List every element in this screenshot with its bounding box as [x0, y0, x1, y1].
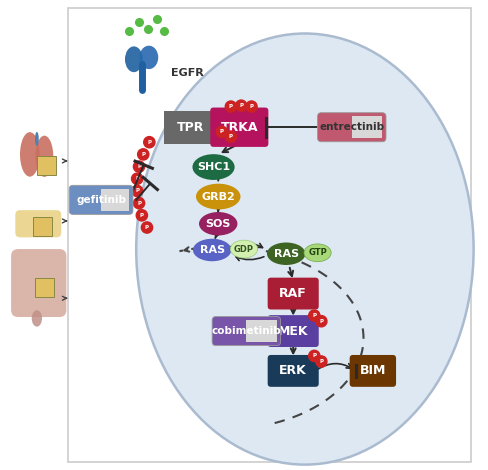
- Text: EGFR: EGFR: [171, 68, 204, 78]
- FancyBboxPatch shape: [101, 189, 129, 211]
- Text: ERK: ERK: [279, 364, 307, 377]
- FancyBboxPatch shape: [267, 315, 319, 347]
- Circle shape: [316, 315, 327, 327]
- Circle shape: [225, 131, 237, 142]
- FancyBboxPatch shape: [15, 210, 61, 237]
- FancyBboxPatch shape: [212, 316, 281, 345]
- Text: TPR: TPR: [177, 121, 204, 134]
- Text: P: P: [135, 176, 139, 181]
- Text: P: P: [319, 359, 324, 364]
- Text: P: P: [312, 313, 316, 318]
- Circle shape: [246, 101, 257, 112]
- Text: P: P: [220, 129, 224, 134]
- Circle shape: [132, 173, 143, 184]
- Text: entrectinib: entrectinib: [319, 122, 385, 132]
- Circle shape: [133, 161, 144, 172]
- Circle shape: [216, 126, 227, 138]
- Text: gefitinib: gefitinib: [76, 195, 126, 205]
- Ellipse shape: [20, 132, 40, 177]
- Ellipse shape: [267, 243, 305, 265]
- Circle shape: [136, 210, 147, 221]
- Circle shape: [225, 101, 237, 112]
- FancyBboxPatch shape: [37, 156, 56, 175]
- Text: P: P: [229, 134, 233, 139]
- Ellipse shape: [140, 46, 158, 69]
- Text: GRB2: GRB2: [202, 192, 235, 202]
- Text: TRKA: TRKA: [221, 121, 258, 134]
- Text: P: P: [145, 225, 149, 230]
- Text: P: P: [140, 213, 144, 218]
- Text: GDP: GDP: [234, 244, 254, 253]
- FancyBboxPatch shape: [352, 117, 382, 138]
- Ellipse shape: [193, 239, 231, 261]
- Ellipse shape: [304, 244, 331, 262]
- FancyBboxPatch shape: [68, 8, 471, 462]
- Text: SOS: SOS: [205, 219, 231, 229]
- Text: P: P: [312, 353, 316, 359]
- Text: P: P: [319, 319, 324, 324]
- Ellipse shape: [230, 240, 258, 258]
- Text: P: P: [137, 201, 141, 206]
- Ellipse shape: [196, 184, 241, 210]
- FancyBboxPatch shape: [246, 320, 277, 342]
- FancyBboxPatch shape: [163, 111, 217, 144]
- Ellipse shape: [36, 136, 53, 177]
- Text: cobimetinib: cobimetinib: [211, 326, 281, 336]
- Text: BIM: BIM: [360, 364, 386, 377]
- Text: P: P: [147, 140, 151, 145]
- FancyBboxPatch shape: [11, 249, 66, 317]
- FancyBboxPatch shape: [210, 108, 268, 147]
- Text: P: P: [229, 104, 233, 109]
- Text: MEK: MEK: [278, 325, 308, 337]
- Circle shape: [132, 185, 143, 196]
- Ellipse shape: [192, 154, 235, 180]
- Ellipse shape: [32, 310, 42, 327]
- Text: RAS: RAS: [200, 245, 224, 255]
- Circle shape: [144, 137, 155, 148]
- Circle shape: [316, 356, 327, 367]
- Circle shape: [309, 310, 320, 321]
- Text: P: P: [249, 104, 253, 109]
- FancyBboxPatch shape: [33, 217, 52, 236]
- Text: P: P: [137, 164, 141, 169]
- Text: SHC1: SHC1: [197, 162, 230, 172]
- FancyBboxPatch shape: [267, 278, 319, 310]
- Text: P: P: [141, 152, 145, 157]
- FancyBboxPatch shape: [267, 355, 319, 387]
- Circle shape: [309, 350, 320, 361]
- Circle shape: [142, 222, 153, 233]
- Ellipse shape: [125, 47, 143, 72]
- Circle shape: [236, 100, 247, 111]
- Ellipse shape: [35, 132, 39, 146]
- Ellipse shape: [199, 212, 238, 235]
- Text: RAF: RAF: [279, 287, 307, 300]
- FancyBboxPatch shape: [318, 113, 386, 142]
- Circle shape: [133, 197, 144, 209]
- FancyBboxPatch shape: [350, 355, 396, 387]
- FancyBboxPatch shape: [69, 185, 133, 214]
- Ellipse shape: [136, 33, 474, 465]
- Text: RAS: RAS: [274, 249, 299, 259]
- FancyBboxPatch shape: [36, 278, 54, 297]
- Text: GTP: GTP: [308, 248, 327, 257]
- Text: P: P: [135, 188, 139, 194]
- Circle shape: [138, 149, 149, 160]
- Text: P: P: [239, 103, 243, 108]
